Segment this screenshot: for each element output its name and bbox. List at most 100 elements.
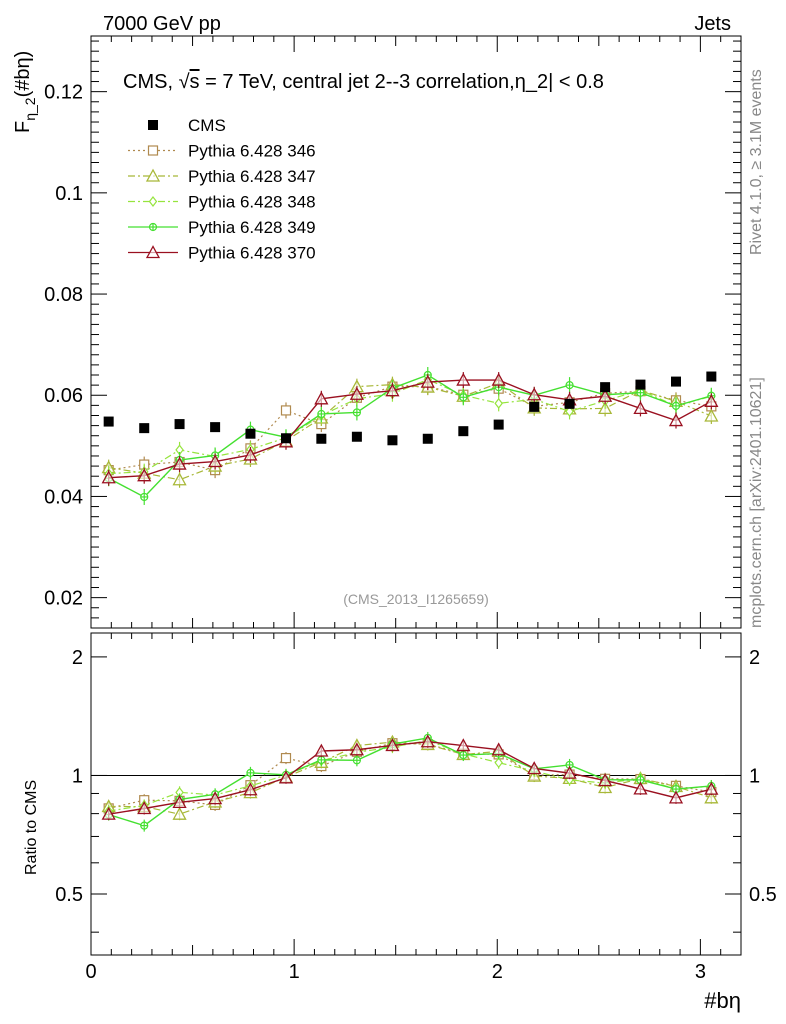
legend-label: Pythia 6.428 347 — [188, 167, 316, 186]
data-point — [564, 398, 575, 409]
ratio-point — [243, 782, 258, 796]
ratio-point — [385, 738, 400, 752]
data-point — [458, 426, 469, 437]
ratio-axis-label: Ratio to CMS — [23, 780, 40, 875]
data-point — [633, 401, 648, 415]
chart-title: CMS, √s = 7 TeV, central jet 2--3 correl… — [123, 71, 604, 93]
ratio-panel: 0.5 0.5 1 1 2 2 Ratio to CMS — [23, 632, 777, 956]
data-point — [208, 454, 223, 468]
legend-label: Pythia 6.428 349 — [188, 218, 316, 237]
legend-marker — [148, 222, 158, 232]
data-point — [101, 470, 116, 484]
data-point — [103, 416, 114, 427]
data-point — [529, 401, 540, 412]
ratio-tick-label-right: 1 — [749, 765, 760, 787]
data-point — [317, 409, 326, 419]
ratio-point — [491, 742, 506, 756]
ratio-point — [278, 770, 294, 784]
legend-marker — [145, 245, 161, 259]
y-tick-label: 0.06 — [44, 385, 83, 407]
ratio-marks — [101, 731, 719, 832]
legend-entry: CMS — [148, 116, 226, 135]
series-line — [108, 378, 712, 475]
ratio-tick-label-left: 0.5 — [55, 884, 83, 906]
main-marks — [101, 367, 719, 505]
x-tick-label: 2 — [492, 961, 503, 983]
ratio-point — [172, 794, 187, 808]
data-point — [527, 387, 542, 401]
data-point — [210, 422, 221, 433]
data-point — [351, 431, 362, 442]
ratio-point — [562, 765, 577, 779]
data-point — [174, 419, 185, 430]
ratio-tick-label-right: 2 — [749, 647, 760, 669]
data-point — [280, 405, 292, 416]
data-point — [172, 472, 187, 486]
data-point — [387, 435, 398, 446]
legend-marker — [148, 196, 158, 207]
ratio-point — [459, 750, 468, 760]
ratio-point — [420, 734, 435, 748]
data-point — [172, 456, 187, 470]
data-point — [281, 433, 291, 444]
ratio-series-line — [108, 737, 712, 827]
data-point — [140, 492, 149, 502]
data-point — [704, 393, 719, 407]
ratio-point — [704, 781, 719, 795]
data-point — [704, 408, 719, 422]
data-point — [598, 388, 613, 402]
data-point — [459, 393, 468, 402]
legend-label: Pythia 6.428 370 — [188, 244, 316, 263]
series-line — [108, 379, 712, 479]
legend-entry: Pythia 6.428 347 — [128, 167, 316, 186]
legend-marker — [145, 168, 161, 182]
data-point — [245, 428, 256, 439]
data-point — [352, 408, 361, 417]
ratio-point — [494, 757, 503, 769]
data-point — [314, 391, 329, 405]
x-axis-label: #bη — [704, 988, 741, 1013]
data-point — [493, 419, 504, 430]
ratio-point — [668, 790, 684, 804]
data-point — [565, 381, 574, 390]
x-tick-labels: 0 1 2 3 — [85, 961, 706, 983]
reference-id: (CMS_2013_I1265659) — [343, 591, 489, 607]
data-point — [491, 372, 506, 386]
ratio-point — [456, 738, 471, 752]
data-point — [385, 383, 400, 397]
x-tick-label: 0 — [85, 961, 96, 983]
data-point — [349, 386, 364, 400]
series-line — [108, 374, 712, 498]
x-tick-label: 1 — [289, 961, 300, 983]
data-point — [635, 379, 646, 390]
legend-label: Pythia 6.428 346 — [188, 142, 316, 161]
legend-marker — [147, 145, 159, 156]
legend-label: CMS — [188, 116, 226, 135]
ratio-axis-ticks: 0.5 0.5 1 1 2 2 — [55, 633, 777, 955]
ratio-point — [140, 821, 149, 830]
header-left: 7000 GeV pp — [103, 13, 221, 35]
side-label-top: Rivet 4.1.0, ≥ 3.1M events — [748, 69, 765, 255]
ratio-tick-label-left: 1 — [72, 765, 83, 787]
data-point — [243, 447, 258, 461]
ratio-point — [172, 806, 187, 820]
data-point — [636, 388, 645, 397]
legend-entry: Pythia 6.428 349 — [128, 218, 316, 237]
ratio-point — [527, 761, 542, 775]
data-point — [137, 468, 152, 482]
main-panel: 0.02 0.04 0.06 0.08 0.1 0.12 CMS, √s = 7 TeV,… — [12, 35, 742, 629]
x-tick-label: 3 — [695, 961, 706, 983]
legend-entry: Pythia 6.428 346 — [128, 142, 316, 161]
series-line — [108, 382, 712, 481]
data-point — [671, 376, 681, 387]
data-point — [316, 433, 327, 444]
y-tick-label: 0.02 — [44, 588, 83, 610]
legend-label: Pythia 6.428 348 — [188, 193, 316, 212]
legend: CMS Pythia 6.428 346 Pythia 6.428 347 Pythi… — [128, 116, 316, 263]
y-tick-label: 0.04 — [44, 486, 83, 508]
header-right: Jets — [694, 13, 731, 35]
y-axis-label: Fη_2(#bη) — [12, 51, 38, 133]
ratio-point — [101, 806, 116, 820]
main-axis-ticks: 0.02 0.04 0.06 0.08 0.1 0.12 — [44, 36, 742, 628]
